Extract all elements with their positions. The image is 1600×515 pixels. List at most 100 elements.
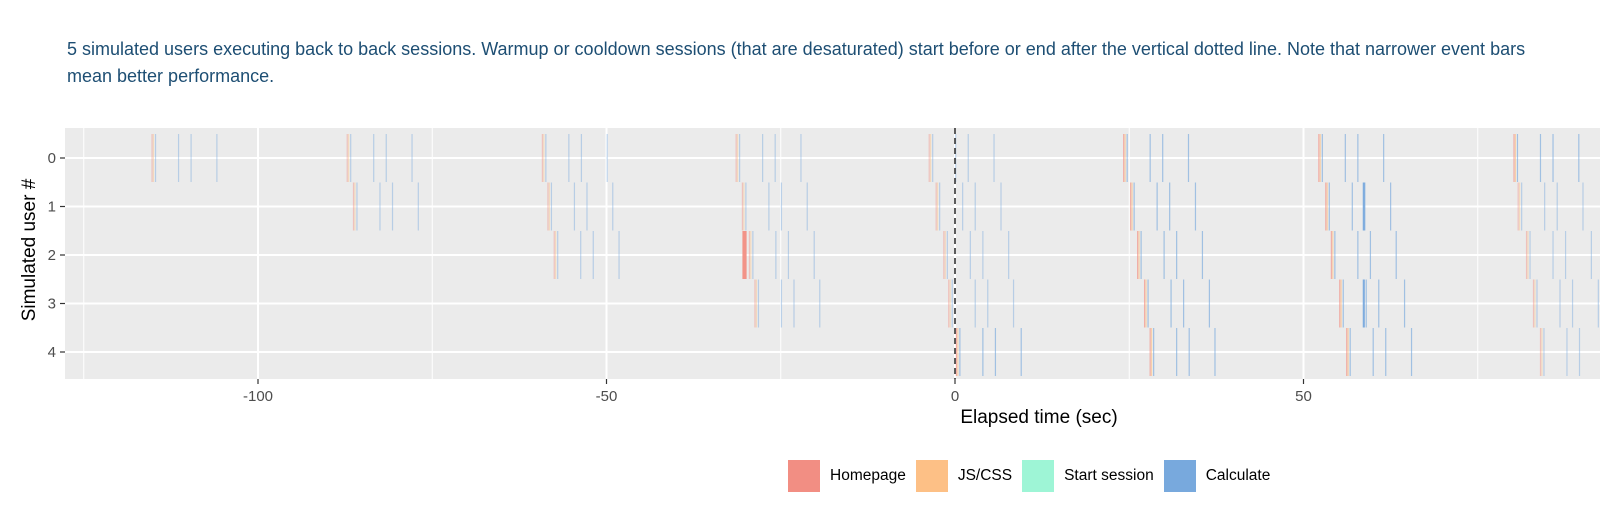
event-bar <box>739 134 741 182</box>
event-bar <box>373 134 375 182</box>
event-bar <box>612 182 614 231</box>
event-bar <box>819 279 821 328</box>
minor-gridlines <box>83 128 1479 379</box>
event-bar <box>1597 279 1599 328</box>
event-bar <box>928 134 930 182</box>
y-tick-label: 1 <box>48 199 56 216</box>
event-bar <box>1541 328 1543 376</box>
event-bar <box>1539 328 1542 376</box>
event-bar <box>385 134 387 182</box>
event-bar <box>1334 231 1336 279</box>
event-bar <box>1176 328 1178 376</box>
event-bar <box>946 231 948 279</box>
event-bar <box>346 134 348 182</box>
event-bar <box>352 182 355 231</box>
event-bar <box>994 328 997 376</box>
event-bar <box>1571 279 1574 328</box>
event-bar <box>1321 134 1323 182</box>
event-bar <box>948 279 950 328</box>
event-bar <box>741 182 744 231</box>
event-bar <box>787 231 790 279</box>
event-bar <box>930 134 932 182</box>
plot-panel <box>65 128 1600 379</box>
event-bar <box>555 231 557 279</box>
event-bar <box>1169 182 1171 231</box>
event-bar <box>1383 134 1385 182</box>
event-bar <box>967 134 969 182</box>
event-bar <box>177 134 180 182</box>
event-bar <box>935 182 937 231</box>
event-bar <box>1534 279 1536 328</box>
x-tick-label: 0 <box>951 388 959 405</box>
event-bar <box>1342 279 1344 328</box>
event-bar <box>955 328 957 376</box>
event-bar <box>982 328 984 376</box>
legend-swatch <box>1022 460 1055 492</box>
event-bar <box>775 231 777 279</box>
event-bar <box>1543 328 1545 376</box>
event-bar <box>774 134 776 182</box>
event-bar <box>606 134 608 182</box>
event-bar <box>806 182 808 231</box>
event-bar <box>152 134 155 182</box>
event-bar <box>1143 279 1146 328</box>
event-bar <box>1153 328 1155 376</box>
event-bar <box>1339 279 1341 328</box>
event-bar <box>1012 279 1015 328</box>
event-bar <box>974 279 976 328</box>
event-bar <box>550 182 553 231</box>
event-bar <box>1330 231 1332 279</box>
event-bar <box>780 182 783 231</box>
chart-description: 5 simulated users executing back to back… <box>67 39 1526 86</box>
event-bar <box>1578 328 1581 376</box>
event-bar <box>1201 231 1204 279</box>
event-bar <box>1357 231 1359 279</box>
event-bar <box>547 182 549 231</box>
event-bar <box>1351 182 1353 231</box>
event-bar <box>1208 279 1211 328</box>
event-bar <box>974 182 976 231</box>
event-bar <box>762 134 764 182</box>
event-bar <box>1126 134 1128 182</box>
event-bars <box>151 134 1599 376</box>
event-bar <box>959 328 961 376</box>
event-bar <box>151 134 153 182</box>
event-bar <box>1517 182 1519 231</box>
event-bar <box>1319 134 1321 182</box>
event-bar <box>1385 328 1387 376</box>
event-bar <box>957 328 959 376</box>
event-bar <box>932 134 934 182</box>
x-axis-title: Elapsed time (sec) <box>960 407 1118 428</box>
event-bar <box>1357 134 1359 182</box>
y-axis-ticks: 0 1 2 3 4 <box>48 150 65 361</box>
event-bar <box>1403 279 1406 328</box>
y-axis-title: Simulated user # <box>19 178 40 322</box>
event-bar <box>379 182 381 231</box>
event-bar <box>1163 231 1165 279</box>
event-bar <box>1395 231 1397 279</box>
event-bar <box>1332 231 1334 279</box>
event-bar <box>1390 182 1392 231</box>
event-bar <box>1518 182 1521 231</box>
event-bar <box>553 231 555 279</box>
event-bar <box>543 134 545 182</box>
event-bar <box>548 182 550 231</box>
event-bar <box>1344 134 1346 182</box>
event-bar <box>1020 328 1022 376</box>
event-bar <box>993 134 995 182</box>
event-bar <box>1156 182 1158 231</box>
event-bar <box>962 182 964 231</box>
event-bar <box>1187 134 1190 182</box>
x-axis-ticks: -100 -50 0 50 <box>243 379 1312 405</box>
event-bar <box>1145 279 1147 328</box>
event-bar <box>1582 182 1584 231</box>
event-bar <box>1347 328 1349 376</box>
event-bar <box>1150 328 1153 376</box>
legend-swatch <box>1163 460 1196 492</box>
x-tick-label: 50 <box>1295 388 1312 405</box>
event-bar <box>1536 279 1538 328</box>
event-bar <box>1130 182 1132 231</box>
event-bar <box>1378 279 1380 328</box>
event-bar <box>748 231 750 279</box>
event-bar <box>949 279 951 328</box>
